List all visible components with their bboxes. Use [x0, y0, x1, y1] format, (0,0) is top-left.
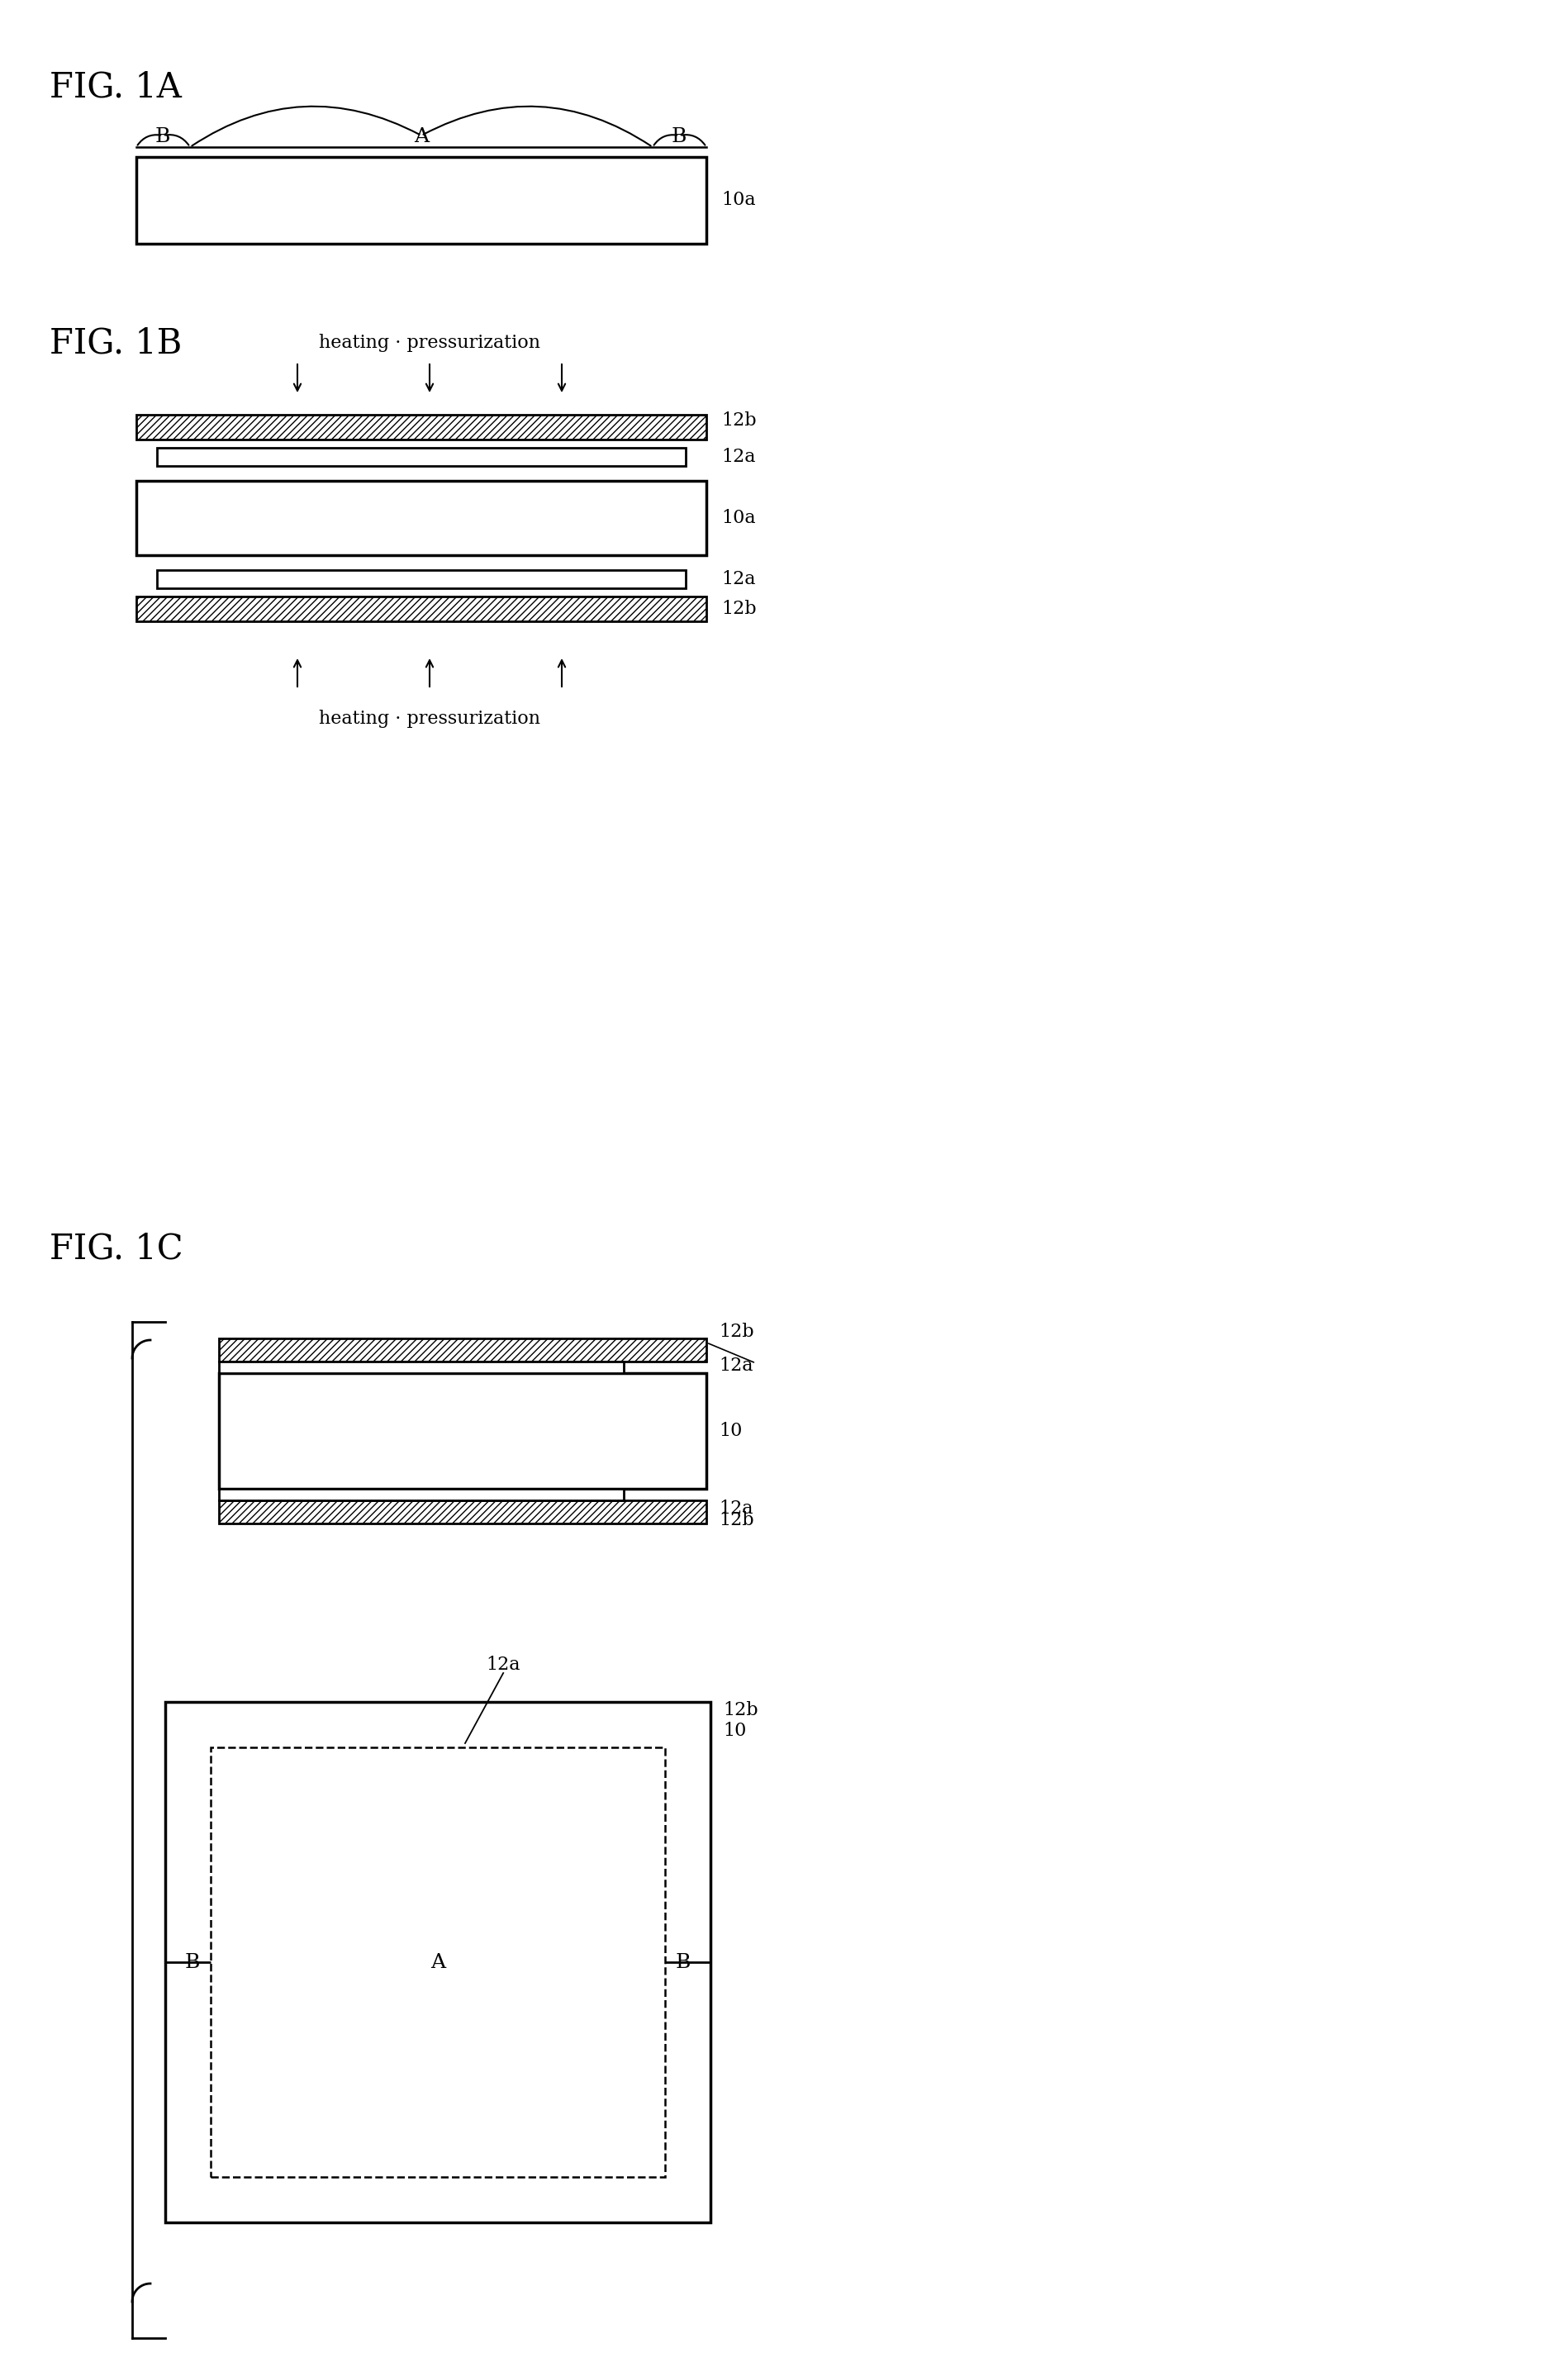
Text: FIG. 1C: FIG. 1C — [50, 1231, 183, 1266]
Text: 12a: 12a — [721, 447, 756, 466]
Bar — [157, 570, 685, 589]
Text: B: B — [155, 128, 171, 147]
Bar — [136, 414, 706, 440]
Text: B: B — [671, 128, 687, 147]
Bar — [136, 156, 706, 244]
Text: A: A — [430, 1953, 445, 1972]
Text: B: B — [676, 1953, 691, 1972]
Text: 12a: 12a — [718, 1501, 753, 1517]
Bar — [220, 1337, 706, 1361]
Bar — [210, 1747, 665, 2178]
Text: A: A — [414, 128, 428, 147]
Bar — [136, 596, 706, 620]
Bar — [165, 1702, 710, 2223]
Text: 10: 10 — [718, 1423, 742, 1439]
Bar — [220, 1501, 706, 1524]
Bar — [220, 1373, 706, 1489]
Bar — [136, 481, 706, 556]
Text: 12a: 12a — [718, 1356, 753, 1375]
Text: 12b: 12b — [718, 1323, 754, 1340]
Text: 10a: 10a — [721, 509, 756, 528]
Bar — [157, 447, 685, 466]
Text: B: B — [185, 1953, 201, 1972]
Text: 12b: 12b — [718, 1510, 754, 1529]
Text: 12b: 12b — [721, 599, 756, 618]
Bar — [220, 1489, 624, 1501]
Text: heating · pressurization: heating · pressurization — [318, 710, 541, 729]
Text: 10: 10 — [723, 1721, 746, 1740]
Text: 10a: 10a — [721, 192, 756, 208]
Bar — [220, 1361, 624, 1373]
Text: 12a: 12a — [721, 570, 756, 589]
Text: 12b: 12b — [721, 412, 756, 431]
Text: 12b: 12b — [723, 1702, 757, 1718]
Text: FIG. 1A: FIG. 1A — [50, 71, 182, 104]
Text: 12a: 12a — [486, 1655, 521, 1673]
Text: FIG. 1B: FIG. 1B — [50, 327, 182, 362]
Text: heating · pressurization: heating · pressurization — [318, 334, 541, 353]
